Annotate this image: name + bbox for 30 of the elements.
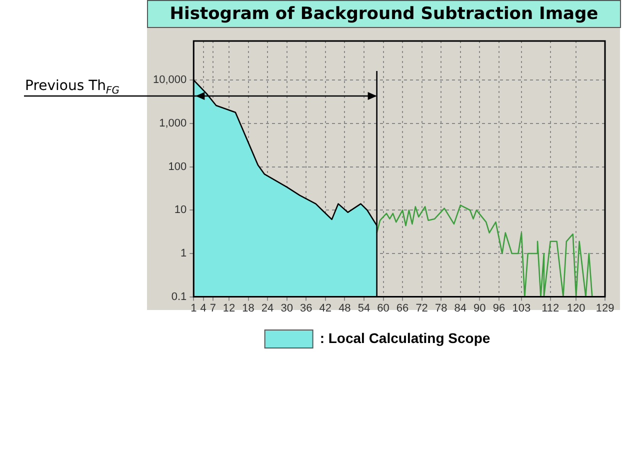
x-tick-label: 96 <box>492 302 506 314</box>
x-tick-label: 60 <box>377 302 390 314</box>
x-tick-label: 4 <box>200 302 206 314</box>
x-tick-label: 103 <box>512 302 531 314</box>
y-tick-label: 100 <box>168 160 187 173</box>
x-tick-label: 90 <box>474 302 486 314</box>
x-tick-label: 7 <box>210 302 216 314</box>
x-tick-label: 36 <box>300 302 312 314</box>
y-tick-label: 1 <box>180 248 187 260</box>
x-tick-label: 72 <box>416 302 428 314</box>
x-tick-label: 18 <box>242 302 254 314</box>
chart-title: Histogram of Background Subtraction Image <box>147 0 621 28</box>
x-tick-label: 12 <box>222 302 236 314</box>
x-tick-label: 48 <box>338 302 351 314</box>
x-tick-label: 30 <box>280 302 293 314</box>
x-tick-label: 54 <box>358 302 370 314</box>
legend-label: : Local Calculating Scope <box>320 330 490 346</box>
x-tick-label: 42 <box>319 302 332 314</box>
x-tick-label: 112 <box>542 302 560 314</box>
x-tick-label: 129 <box>596 302 614 314</box>
y-tick-label: 10 <box>174 204 187 216</box>
y-tick-label: 1,000 <box>159 118 187 130</box>
y-tick-label: 10,000 <box>152 74 187 86</box>
x-tick-label: 66 <box>396 302 409 314</box>
y-tick-label: 0.1 <box>171 290 187 303</box>
x-tick-label: 24 <box>261 302 274 314</box>
x-tick-label: 84 <box>454 302 467 314</box>
x-tick-label: 78 <box>434 302 448 314</box>
x-tick-label: 1 <box>190 302 197 314</box>
x-tick-label: 120 <box>566 302 586 314</box>
